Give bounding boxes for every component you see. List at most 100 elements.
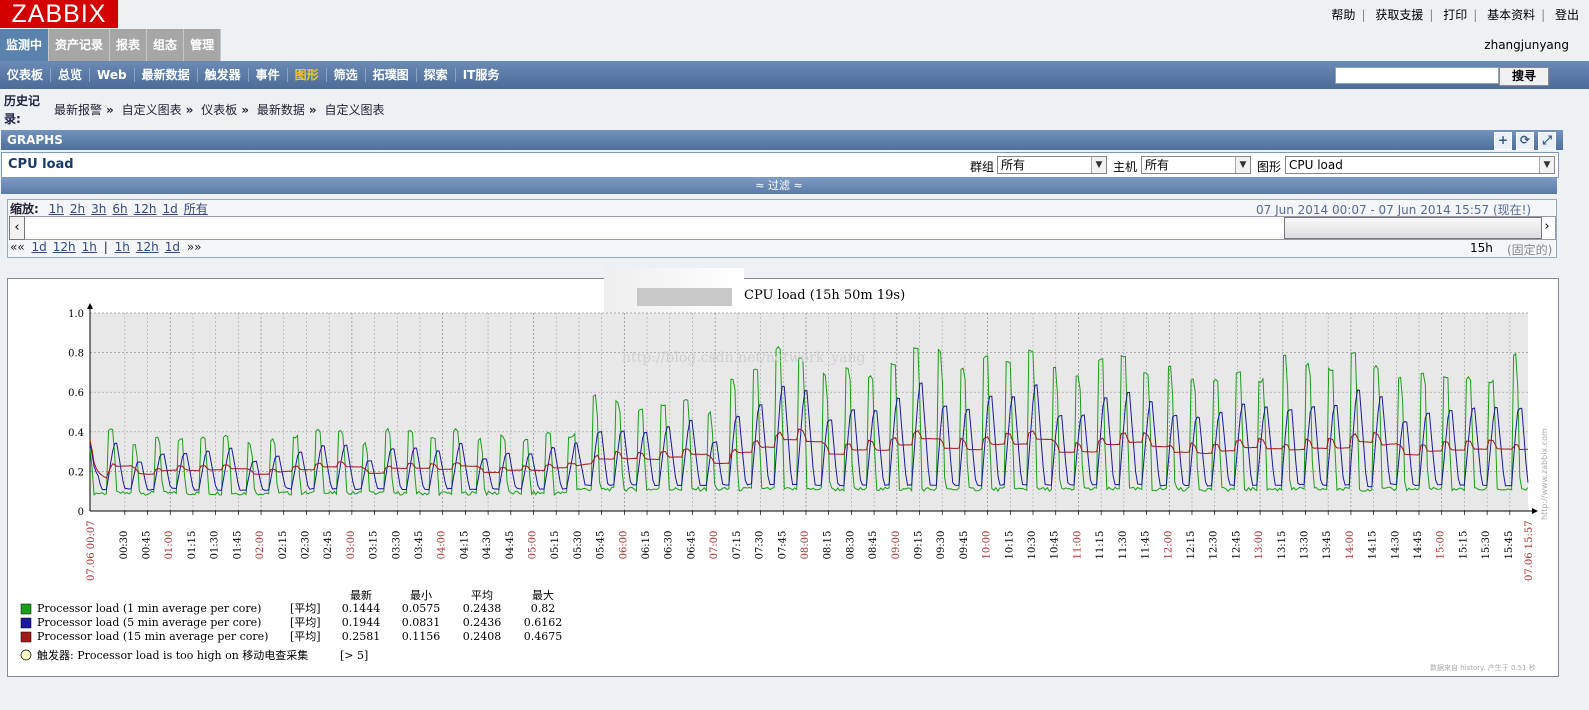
search-input[interactable]	[1335, 67, 1499, 84]
scroll-right-arrow-icon[interactable]: ›	[1544, 219, 1550, 234]
x-tick-label: 03:00	[346, 531, 357, 560]
legend-header: 最大	[532, 588, 554, 602]
zabbix-logo[interactable]: ZABBIX	[0, 0, 118, 28]
y-tick-label: 1.0	[68, 309, 84, 320]
y-tick-label: 0.8	[68, 349, 84, 360]
x-tick-label: 12:30	[1209, 531, 1220, 560]
x-tick-label: 05:30	[573, 531, 584, 560]
history-link-3[interactable]: 仪表板	[201, 103, 238, 117]
x-tick-label: 09:00	[891, 531, 902, 560]
nav-separator: |	[103, 240, 108, 254]
x-tick-label: 02:45	[323, 531, 334, 560]
submenu-triggers[interactable]: 触发器	[198, 68, 249, 82]
x-tick-label: 00:45	[142, 531, 153, 560]
nav-back-1d[interactable]: 1d	[31, 240, 47, 254]
nav-fwd-1h[interactable]: 1h	[114, 240, 130, 254]
scroll-thumb[interactable]	[1284, 217, 1542, 239]
submenu-discovery[interactable]: 探索	[417, 68, 456, 82]
scroll-left-arrow-icon[interactable]: ‹	[9, 216, 25, 240]
legend-series-name: Processor load (5 min average per core)	[37, 616, 261, 629]
series-15min-line	[89, 428, 1529, 479]
submenu-graphs[interactable]: 图形	[288, 68, 327, 82]
add-to-favorites-icon[interactable]: +	[1494, 132, 1512, 150]
submenu-it-services[interactable]: IT服务	[462, 68, 500, 82]
period-fixed-toggle[interactable]: (固定的)	[1507, 243, 1553, 257]
submenu-web[interactable]: Web	[90, 68, 135, 82]
trigger-icon	[20, 649, 32, 661]
x-tick-label: 11:00	[1072, 531, 1083, 560]
zoom-3h[interactable]: 3h	[91, 202, 107, 216]
refresh-icon[interactable]: ⟳	[1516, 132, 1534, 150]
submenu-overview[interactable]: 总览	[51, 68, 91, 82]
submenu-events[interactable]: 事件	[249, 68, 288, 82]
group-label: 群组	[970, 160, 995, 174]
filter-toggle[interactable]: ≈ 过滤 ≈	[1, 178, 1557, 194]
menu-administration[interactable]: 管理	[184, 29, 222, 61]
history-link-1[interactable]: 最新报警	[54, 103, 103, 117]
fullscreen-icon[interactable]: ⤢	[1538, 132, 1556, 150]
legend-value: 0.1156	[402, 630, 441, 643]
x-tick-label: 12:15	[1186, 531, 1197, 560]
username: zhangjunyang	[1484, 38, 1569, 52]
menu-inventory[interactable]: 资产记录	[49, 29, 111, 61]
history-link-4[interactable]: 最新数据	[256, 103, 305, 117]
nav-forward-end[interactable]: »»	[186, 240, 202, 254]
legend-header: 最新	[350, 588, 372, 602]
zoom-2h[interactable]: 2h	[69, 202, 86, 216]
support-link[interactable]: 获取支援	[1375, 8, 1424, 22]
nav-fwd-1d[interactable]: 1d	[164, 240, 180, 254]
period-nav: «« 1d 12h 1h | 1h 12h 1d »»	[10, 240, 202, 254]
legend-swatch	[20, 603, 32, 615]
legend-value: 0.2438	[463, 602, 502, 615]
legend-series-name: Processor load (15 min average per core)	[37, 630, 268, 643]
x-tick-label: 11:30	[1118, 531, 1129, 560]
x-tick-label: 03:30	[391, 531, 402, 560]
x-tick-label: 09:30	[936, 531, 947, 560]
x-tick-label: 02:30	[300, 531, 311, 560]
submenu-latest-data[interactable]: 最新数据	[135, 68, 198, 82]
logout-link[interactable]: 登出	[1554, 8, 1579, 22]
host-label: 主机	[1113, 160, 1138, 174]
legend-swatch	[20, 617, 32, 629]
zoom-1h[interactable]: 1h	[48, 202, 64, 216]
chevron-down-icon: ▼	[1091, 157, 1106, 173]
history-link-5[interactable]: 自定义图表	[324, 103, 385, 117]
graph-select[interactable]: CPU load ▼	[1285, 156, 1555, 174]
history-link-2[interactable]: 自定义图表	[121, 103, 182, 117]
menu-reports[interactable]: 报表	[110, 29, 148, 61]
x-tick-label: 11:45	[1141, 531, 1152, 560]
menu-monitoring[interactable]: 监测中	[0, 29, 50, 61]
help-link[interactable]: 帮助	[1331, 8, 1356, 22]
x-tick-label: 08:45	[868, 531, 879, 560]
y-tick-label: 0	[78, 507, 84, 518]
zoom-12h[interactable]: 12h	[133, 202, 157, 216]
x-tick-label: 15:15	[1458, 531, 1469, 560]
x-tick-label: 08:00	[800, 531, 811, 560]
nav-back-1h[interactable]: 1h	[81, 240, 97, 254]
nav-back-start[interactable]: ««	[10, 240, 25, 254]
zoom-6h[interactable]: 6h	[112, 202, 128, 216]
search-button[interactable]: 搜寻	[1499, 67, 1549, 86]
x-tick-label: 02:15	[278, 531, 289, 560]
legend-value: 0.2408	[463, 630, 502, 643]
nav-back-12h[interactable]: 12h	[52, 240, 76, 254]
profile-link[interactable]: 基本资料	[1487, 8, 1536, 22]
x-tick-label: 07:00	[709, 531, 720, 560]
nav-fwd-12h[interactable]: 12h	[135, 240, 159, 254]
x-tick-label: 04:45	[505, 531, 516, 560]
zoom-1d[interactable]: 1d	[162, 202, 178, 216]
group-select[interactable]: 所有 ▼	[997, 156, 1107, 174]
graphs-header: GRAPHS	[1, 130, 1563, 150]
x-tick-label: 06:15	[641, 531, 652, 560]
x-tick-label: 15:30	[1481, 531, 1492, 560]
menu-configuration[interactable]: 组态	[147, 29, 185, 61]
print-link[interactable]: 打印	[1443, 8, 1468, 22]
zoom-all[interactable]: 所有	[183, 202, 208, 216]
host-select[interactable]: 所有 ▼	[1141, 156, 1251, 174]
series-1min-line	[89, 346, 1529, 497]
submenu-dashboard[interactable]: 仪表板	[0, 68, 52, 82]
submenu-screens[interactable]: 筛选	[327, 68, 366, 82]
x-tick-label: 01:45	[232, 531, 243, 560]
submenu-maps[interactable]: 拓璞图	[366, 68, 417, 82]
chart-title: CPU load (15h 50m 19s)	[744, 288, 906, 303]
